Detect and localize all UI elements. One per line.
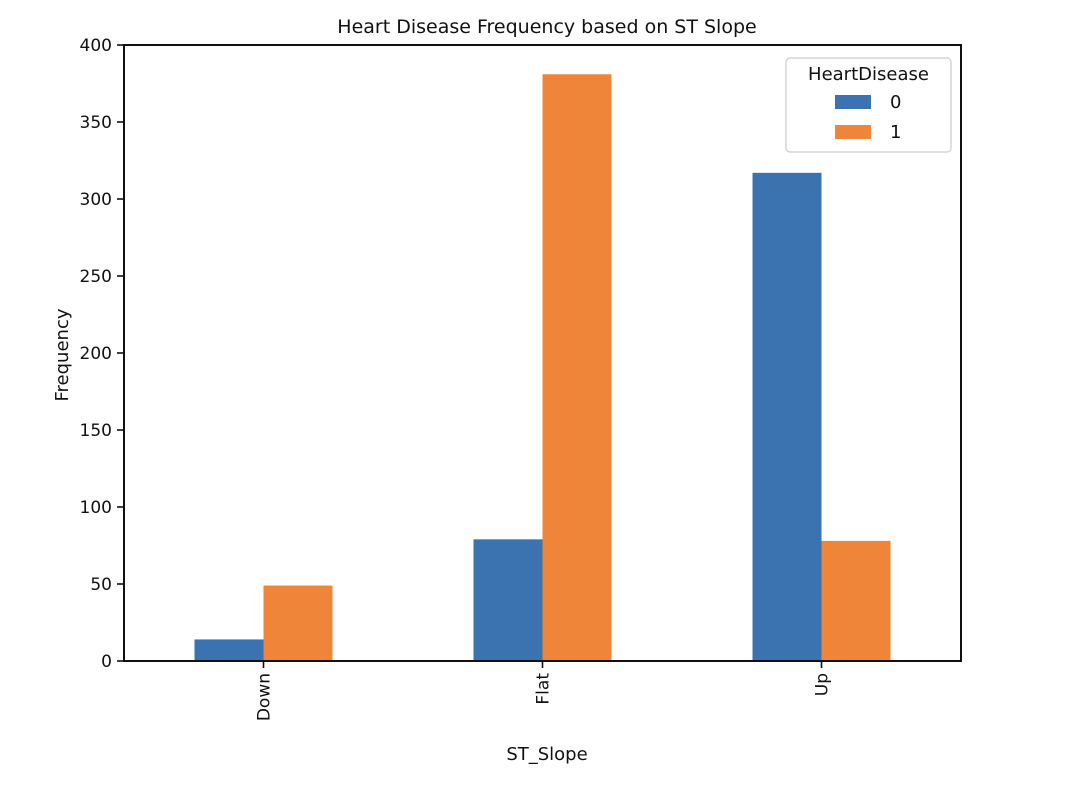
- bar-flat-series-0: [473, 539, 543, 661]
- bar-down-series-0: [194, 639, 264, 661]
- legend-swatch-1: [835, 125, 871, 139]
- x-axis-title: ST_Slope: [506, 744, 587, 765]
- legend-swatch-0: [835, 95, 871, 109]
- y-tick-label: 400: [80, 36, 112, 56]
- y-tick-label: 350: [80, 113, 112, 133]
- x-tick-label-down: Down: [255, 673, 275, 721]
- legend-title: HeartDisease: [808, 64, 929, 85]
- legend: HeartDisease 0 1: [785, 57, 952, 153]
- y-tick-label: 150: [80, 421, 112, 441]
- y-tick-label: 0: [101, 652, 112, 672]
- y-tick-label: 100: [80, 498, 112, 518]
- y-tick-label: 300: [80, 190, 112, 210]
- plot-area: 0 50 100 150 200 250 300 350 400 Down Flat Up: [80, 36, 962, 721]
- legend-label-0: 0: [890, 92, 901, 113]
- chart-title: Heart Disease Frequency based on ST Slop…: [337, 16, 756, 38]
- bar-up-series-1: [821, 540, 891, 661]
- y-axis-title: Frequency: [52, 308, 73, 401]
- y-tick-label: 250: [80, 267, 112, 287]
- bar-up-series-0: [752, 172, 822, 661]
- y-tick-label: 50: [90, 575, 112, 595]
- x-tick-label-flat: Flat: [534, 673, 554, 705]
- bar-flat-series-1: [542, 74, 612, 661]
- x-tick-label-up: Up: [813, 673, 833, 696]
- legend-label-1: 1: [890, 122, 901, 143]
- y-tick-label: 200: [80, 344, 112, 364]
- bar-down-series-1: [263, 585, 333, 661]
